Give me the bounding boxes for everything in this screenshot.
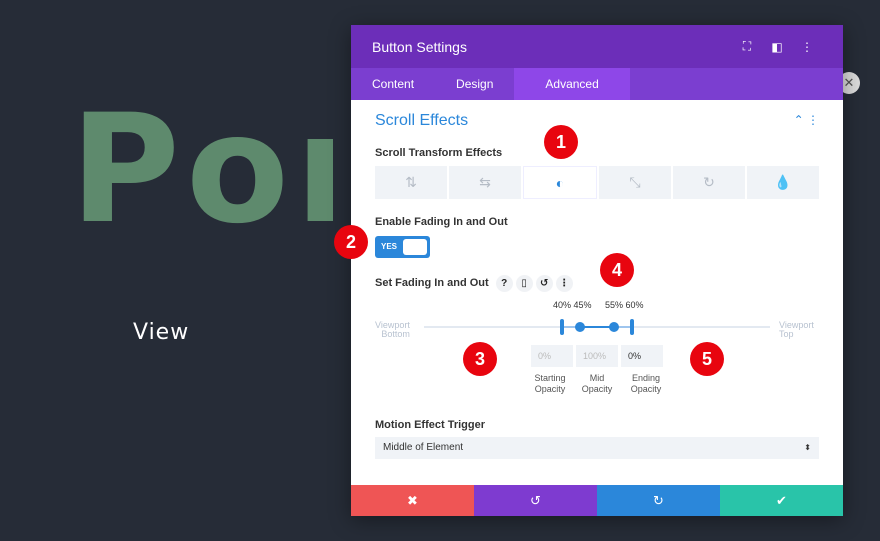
undo-button[interactable]: ↺ — [474, 485, 597, 516]
fading-toggle[interactable]: YES — [375, 236, 430, 258]
slider-labels-start: 40% 45% — [553, 300, 592, 310]
tab-advanced[interactable]: Advanced — [514, 68, 630, 100]
section-title: Scroll Effects — [375, 112, 469, 129]
mid-opacity-input[interactable]: 100% — [576, 345, 618, 367]
settings-panel: Button Settings ⛶ ◧ ⋮ Content Design Adv… — [351, 25, 843, 516]
panel-footer: ✖ ↺ ↻ ✔ — [351, 485, 843, 516]
view-link[interactable]: View — [133, 320, 190, 345]
tab-design[interactable]: Design — [456, 77, 494, 91]
close-icon[interactable]: ✕ — [838, 72, 860, 94]
ending-opacity-caption: Ending Opacity — [630, 373, 662, 394]
scaling-icon[interactable]: ⤡ — [599, 166, 671, 199]
transform-effects: ⇅ ⇆ ◐ ⤡ ↻ 💧 — [375, 166, 819, 199]
select-arrows-icon: ⬍ — [804, 443, 811, 452]
save-button[interactable]: ✔ — [720, 485, 843, 516]
tab-bar: Content Design Advanced — [351, 68, 843, 100]
starting-opacity-caption: Starting Opacity — [534, 373, 566, 394]
step-badge-1: 1 — [544, 125, 578, 159]
mobile-icon[interactable]: ▯ — [515, 275, 533, 292]
vertical-motion-icon[interactable]: ⇅ — [375, 166, 447, 199]
fading-icon[interactable]: ◐ — [523, 166, 597, 199]
redo-button[interactable]: ↻ — [597, 485, 720, 516]
toggle-label: YES — [381, 242, 398, 251]
ending-opacity-input[interactable]: 0% — [621, 345, 663, 367]
more-options-icon[interactable]: ⋮ — [801, 39, 813, 54]
trigger-value: Middle of Element — [383, 442, 464, 453]
split-view-icon[interactable]: ◧ — [771, 39, 783, 54]
rotating-icon[interactable]: ↻ — [673, 166, 745, 199]
blur-icon[interactable]: 💧 — [747, 166, 819, 199]
help-icon[interactable]: ? — [495, 275, 513, 292]
viewport-bottom-label: Viewport Bottom — [375, 320, 410, 339]
mid-opacity-caption: Mid Opacity — [581, 373, 613, 394]
tab-content[interactable]: Content — [372, 77, 415, 91]
horizontal-motion-icon[interactable]: ⇆ — [449, 166, 521, 199]
more-icon[interactable]: ⋮ — [555, 275, 573, 292]
slider-mid-range — [579, 326, 615, 328]
redo-icon: ↻ — [653, 492, 664, 508]
trigger-label: Motion Effect Trigger — [375, 419, 485, 431]
step-badge-2: 2 — [334, 225, 368, 259]
step-badge-4: 4 — [600, 253, 634, 287]
panel-header: Button Settings ⛶ ◧ ⋮ — [351, 25, 843, 68]
slider-end-handle[interactable] — [629, 319, 634, 335]
fullscreen-icon[interactable]: ⛶ — [742, 39, 752, 53]
cancel-button[interactable]: ✖ — [351, 485, 474, 516]
viewport-top-label: Viewport Top — [779, 320, 814, 339]
fade-label: Set Fading In and Out — [375, 277, 489, 289]
slider-labels-end: 55% 60% — [605, 300, 644, 310]
check-icon: ✔ — [776, 492, 787, 508]
section-header[interactable]: Scroll Effects ⌃ ⋮ — [375, 111, 819, 130]
reset-icon[interactable]: ↺ — [535, 275, 553, 292]
slider-mid-handle[interactable] — [574, 322, 585, 332]
transform-label: Scroll Transform Effects — [375, 147, 503, 159]
page-heading: Port — [70, 100, 333, 240]
slider-end-handle[interactable] — [560, 319, 565, 335]
enable-label: Enable Fading In and Out — [375, 216, 508, 228]
chevron-up-icon[interactable]: ⌃ ⋮ — [793, 113, 819, 127]
slider-mid-handle[interactable] — [609, 322, 620, 332]
undo-icon: ↺ — [530, 492, 541, 508]
starting-opacity-input[interactable]: 0% — [531, 345, 573, 367]
step-badge-5: 5 — [690, 342, 724, 376]
trigger-select[interactable]: Middle of Element ⬍ — [375, 437, 819, 459]
close-icon: ✖ — [407, 492, 418, 508]
step-badge-3: 3 — [463, 342, 497, 376]
panel-title: Button Settings — [372, 38, 467, 55]
